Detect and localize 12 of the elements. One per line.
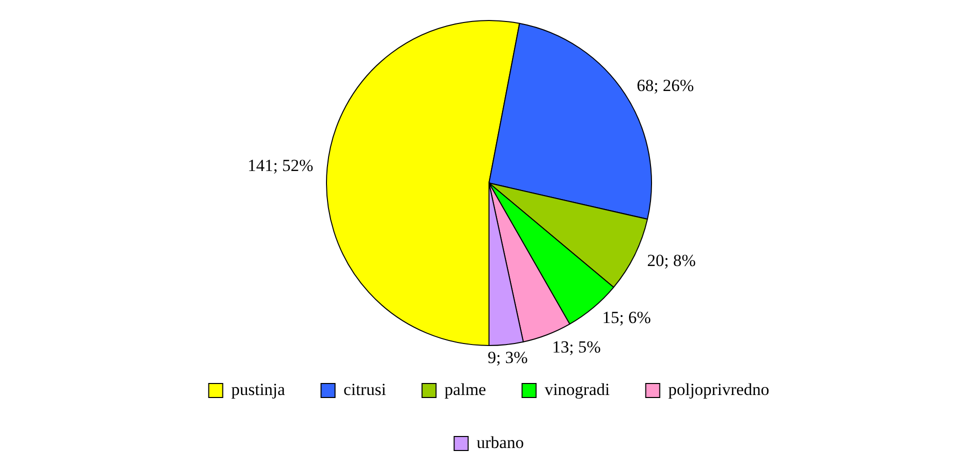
legend-label: poljoprivredno [668, 380, 770, 399]
data-label: 141; 52% [248, 156, 314, 175]
legend-label: citrusi [344, 380, 386, 399]
data-label: 68; 26% [636, 76, 694, 95]
legend-label: urbano [476, 432, 524, 452]
data-label: 9; 3% [488, 348, 528, 367]
data-label: 13; 5% [552, 337, 601, 356]
data-label: 15; 6% [602, 308, 651, 327]
legend-label: pustinja [231, 380, 286, 399]
legend-label: palme [444, 380, 486, 399]
legend-label: vinogradi [544, 380, 610, 399]
data-label: 20; 8% [647, 250, 696, 270]
